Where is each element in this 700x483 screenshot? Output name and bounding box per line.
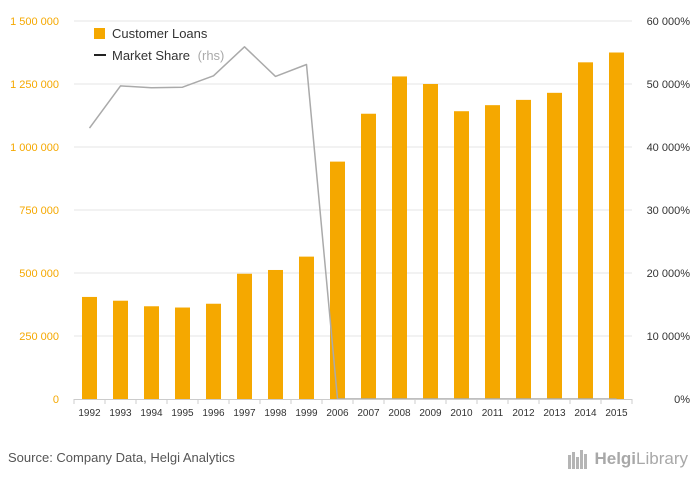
grid-lines bbox=[74, 20, 632, 337]
bar bbox=[392, 76, 407, 399]
x-tick-label: 1996 bbox=[202, 408, 225, 419]
bar bbox=[330, 161, 345, 399]
y-right-tick-label: 10 000% bbox=[647, 331, 691, 343]
bar bbox=[144, 306, 159, 399]
x-tick-label: 1998 bbox=[264, 408, 287, 419]
bar bbox=[485, 105, 500, 399]
x-tick-label: 1994 bbox=[140, 408, 163, 419]
bar bbox=[454, 111, 469, 399]
y-right-tick-label: 40 000% bbox=[647, 142, 691, 154]
legend-label-customer-loans: Customer Loans bbox=[112, 26, 208, 41]
y-left-tick-label: 250 000 bbox=[19, 331, 59, 343]
x-tick-label: 2011 bbox=[482, 408, 504, 419]
bar bbox=[609, 52, 624, 399]
legend: Customer Loans Market Share (rhs) bbox=[94, 26, 224, 63]
bar bbox=[547, 92, 562, 399]
bar-series bbox=[82, 52, 624, 400]
logo-text: HelgiLibrary bbox=[594, 449, 688, 469]
library-books-icon bbox=[568, 450, 588, 469]
bar bbox=[299, 256, 314, 399]
x-tick-label: 2007 bbox=[357, 408, 380, 419]
x-tick-label: 2012 bbox=[512, 408, 535, 419]
bar bbox=[516, 99, 531, 399]
y-left-tick-label: 1 250 000 bbox=[10, 79, 59, 91]
legend-label-market-share: Market Share bbox=[112, 48, 190, 63]
y-left-tick-label: 1 500 000 bbox=[10, 16, 59, 28]
bar bbox=[113, 300, 128, 399]
bar bbox=[237, 273, 252, 399]
x-tick-label: 2008 bbox=[388, 408, 411, 419]
x-tick-label: 2014 bbox=[574, 408, 597, 419]
y-left-tick-label: 750 000 bbox=[19, 205, 59, 217]
x-tick-label: 2009 bbox=[419, 408, 442, 419]
line-series bbox=[88, 46, 617, 400]
y-left-tick-label: 0 bbox=[53, 394, 59, 406]
x-tick-label: 1999 bbox=[295, 408, 318, 419]
x-tick-label: 1995 bbox=[171, 408, 194, 419]
x-tick-label: 2010 bbox=[450, 408, 473, 419]
bar bbox=[82, 296, 97, 399]
legend-label-market-share-row: Market Share (rhs) bbox=[112, 48, 224, 63]
y-right-tick-label: 50 000% bbox=[647, 79, 691, 91]
market-share-line bbox=[88, 46, 617, 400]
y-right-tick-label: 30 000% bbox=[647, 205, 691, 217]
y-right-tick-label: 20 000% bbox=[647, 268, 691, 280]
x-tick-label: 2013 bbox=[543, 408, 566, 419]
bar bbox=[361, 113, 376, 400]
bar bbox=[206, 303, 221, 399]
bar bbox=[423, 84, 438, 399]
logo-text-library: Library bbox=[636, 449, 688, 468]
axes: 0 250 000 500 000 750 000 1 000 000 1 250 000… bbox=[10, 16, 690, 419]
x-tick-label: 1992 bbox=[78, 408, 101, 419]
x-tick-label: 2015 bbox=[605, 408, 628, 419]
y-right-tick-label: 0% bbox=[674, 394, 690, 406]
y-left-tick-label: 500 000 bbox=[19, 268, 59, 280]
bar bbox=[175, 307, 190, 399]
x-tick-label: 1997 bbox=[233, 408, 256, 419]
y-left-tick-label: 1 000 000 bbox=[10, 142, 59, 154]
source-note: Source: Company Data, Helgi Analytics bbox=[8, 450, 235, 465]
legend-swatch-bar bbox=[94, 28, 105, 39]
x-tick-label: 1993 bbox=[109, 408, 132, 419]
logo-text-helgi: Helgi bbox=[594, 449, 637, 468]
bar bbox=[578, 62, 593, 399]
legend-label-rhs: (rhs) bbox=[198, 48, 225, 63]
x-tick-label: 2006 bbox=[326, 408, 349, 419]
bar bbox=[268, 269, 283, 399]
helgi-library-logo: HelgiLibrary bbox=[566, 446, 688, 472]
y-right-tick-label: 60 000% bbox=[647, 16, 691, 28]
